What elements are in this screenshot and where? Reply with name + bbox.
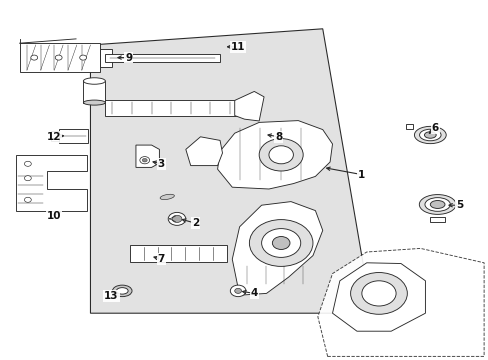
Text: 3: 3 xyxy=(158,159,164,169)
Polygon shape xyxy=(234,91,264,121)
Text: 10: 10 xyxy=(46,211,61,221)
Circle shape xyxy=(80,55,86,60)
Ellipse shape xyxy=(414,126,445,144)
Circle shape xyxy=(249,220,312,266)
Circle shape xyxy=(172,215,182,222)
Polygon shape xyxy=(136,145,159,167)
Circle shape xyxy=(24,176,31,181)
Circle shape xyxy=(31,55,38,60)
FancyBboxPatch shape xyxy=(105,54,220,62)
Text: 7: 7 xyxy=(157,254,165,264)
FancyBboxPatch shape xyxy=(105,100,249,116)
Circle shape xyxy=(168,212,185,225)
Circle shape xyxy=(230,285,245,297)
Polygon shape xyxy=(332,263,425,331)
Circle shape xyxy=(24,161,31,166)
Circle shape xyxy=(140,157,149,164)
Polygon shape xyxy=(217,121,332,189)
Circle shape xyxy=(268,146,293,164)
Text: 9: 9 xyxy=(125,53,132,63)
Polygon shape xyxy=(90,29,371,313)
FancyBboxPatch shape xyxy=(51,131,59,141)
Text: 4: 4 xyxy=(250,288,258,298)
FancyBboxPatch shape xyxy=(100,49,112,67)
Ellipse shape xyxy=(424,132,435,138)
Circle shape xyxy=(24,197,31,202)
Circle shape xyxy=(55,55,62,60)
Ellipse shape xyxy=(419,129,440,141)
Text: 6: 6 xyxy=(431,123,438,133)
FancyBboxPatch shape xyxy=(59,129,88,143)
Text: 2: 2 xyxy=(192,218,199,228)
Text: 13: 13 xyxy=(104,291,119,301)
Circle shape xyxy=(272,237,289,249)
Polygon shape xyxy=(317,248,483,356)
Ellipse shape xyxy=(424,198,449,211)
Ellipse shape xyxy=(160,194,174,199)
Ellipse shape xyxy=(429,201,444,208)
Circle shape xyxy=(259,139,303,171)
Circle shape xyxy=(261,229,300,257)
Text: 11: 11 xyxy=(230,42,245,52)
Circle shape xyxy=(234,288,241,293)
Ellipse shape xyxy=(419,194,455,214)
Text: 8: 8 xyxy=(275,132,282,142)
FancyBboxPatch shape xyxy=(20,43,100,72)
Text: 5: 5 xyxy=(455,200,462,210)
Polygon shape xyxy=(232,202,322,295)
FancyBboxPatch shape xyxy=(129,245,227,262)
Text: 1: 1 xyxy=(358,170,365,180)
Circle shape xyxy=(350,273,407,314)
Polygon shape xyxy=(16,155,86,211)
Ellipse shape xyxy=(112,285,132,297)
FancyBboxPatch shape xyxy=(405,124,412,129)
Ellipse shape xyxy=(83,78,105,84)
Ellipse shape xyxy=(116,288,128,294)
Text: 12: 12 xyxy=(46,132,61,142)
Polygon shape xyxy=(185,137,222,166)
Circle shape xyxy=(142,158,147,162)
FancyBboxPatch shape xyxy=(429,217,444,222)
Circle shape xyxy=(361,281,395,306)
Ellipse shape xyxy=(83,100,105,105)
FancyBboxPatch shape xyxy=(83,81,105,103)
